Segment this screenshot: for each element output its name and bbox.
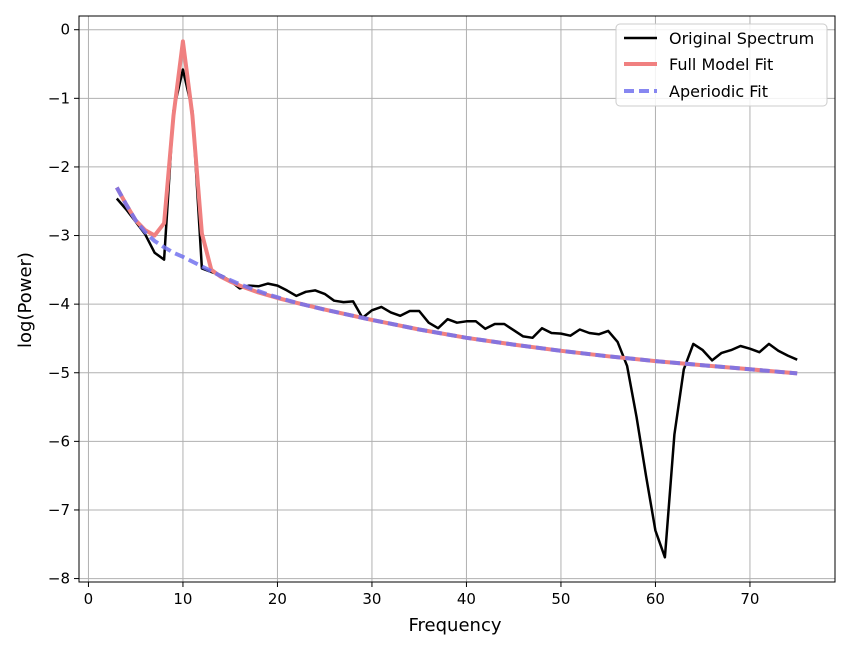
x-tick-label: 0	[84, 590, 94, 608]
y-tick-label: −7	[48, 501, 70, 519]
series-layer	[115, 39, 798, 559]
x-tick-label: 30	[362, 590, 381, 608]
x-tick-label: 70	[740, 590, 759, 608]
y-tick-label: −6	[48, 432, 70, 450]
y-tick-label: −1	[48, 89, 70, 107]
plot-frame	[78, 15, 836, 583]
legend-label-aperiodic-fit: Aperiodic Fit	[669, 82, 768, 101]
x-tick-label: 50	[551, 590, 570, 608]
legend: Original Spectrum Full Model Fit Aperiod…	[615, 23, 828, 107]
tick-layer: 0 10 20 30 40 50 60 70 0 −1 −2 −3 −4 −5 −6 −7 −8	[48, 21, 760, 608]
legend-label-original-spectrum: Original Spectrum	[669, 29, 814, 48]
y-tick-label: −4	[48, 295, 70, 313]
y-tick-label: −3	[48, 227, 70, 245]
series-line-original-spectrum	[115, 68, 798, 559]
grid-layer	[79, 16, 835, 582]
x-tick-label: 20	[268, 590, 287, 608]
y-axis-title: log(Power)	[15, 252, 36, 348]
y-tick-label: −2	[48, 158, 70, 176]
legend-label-full-model-fit: Full Model Fit	[669, 55, 773, 74]
y-tick-label: −8	[48, 570, 70, 588]
x-tick-label: 40	[457, 590, 476, 608]
x-axis-title: Frequency	[409, 615, 502, 636]
y-tick-label: 0	[60, 21, 70, 39]
x-tick-label: 60	[646, 590, 665, 608]
y-tick-label: −5	[48, 364, 70, 382]
x-tick-label: 10	[173, 590, 192, 608]
legend-frame	[615, 23, 828, 107]
series-line-aperiodic-fit	[115, 186, 798, 376]
